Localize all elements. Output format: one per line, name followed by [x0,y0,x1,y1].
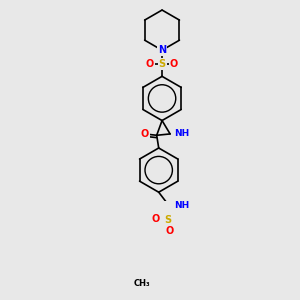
Text: S: S [164,215,171,225]
Text: O: O [146,58,154,69]
Text: N: N [158,45,166,55]
Text: O: O [165,226,173,236]
Text: O: O [140,129,149,139]
Text: NH: NH [174,129,189,138]
Text: CH₃: CH₃ [134,279,150,288]
Text: O: O [170,58,178,69]
Text: S: S [158,58,166,69]
Text: O: O [152,214,160,224]
Text: NH: NH [174,201,189,210]
